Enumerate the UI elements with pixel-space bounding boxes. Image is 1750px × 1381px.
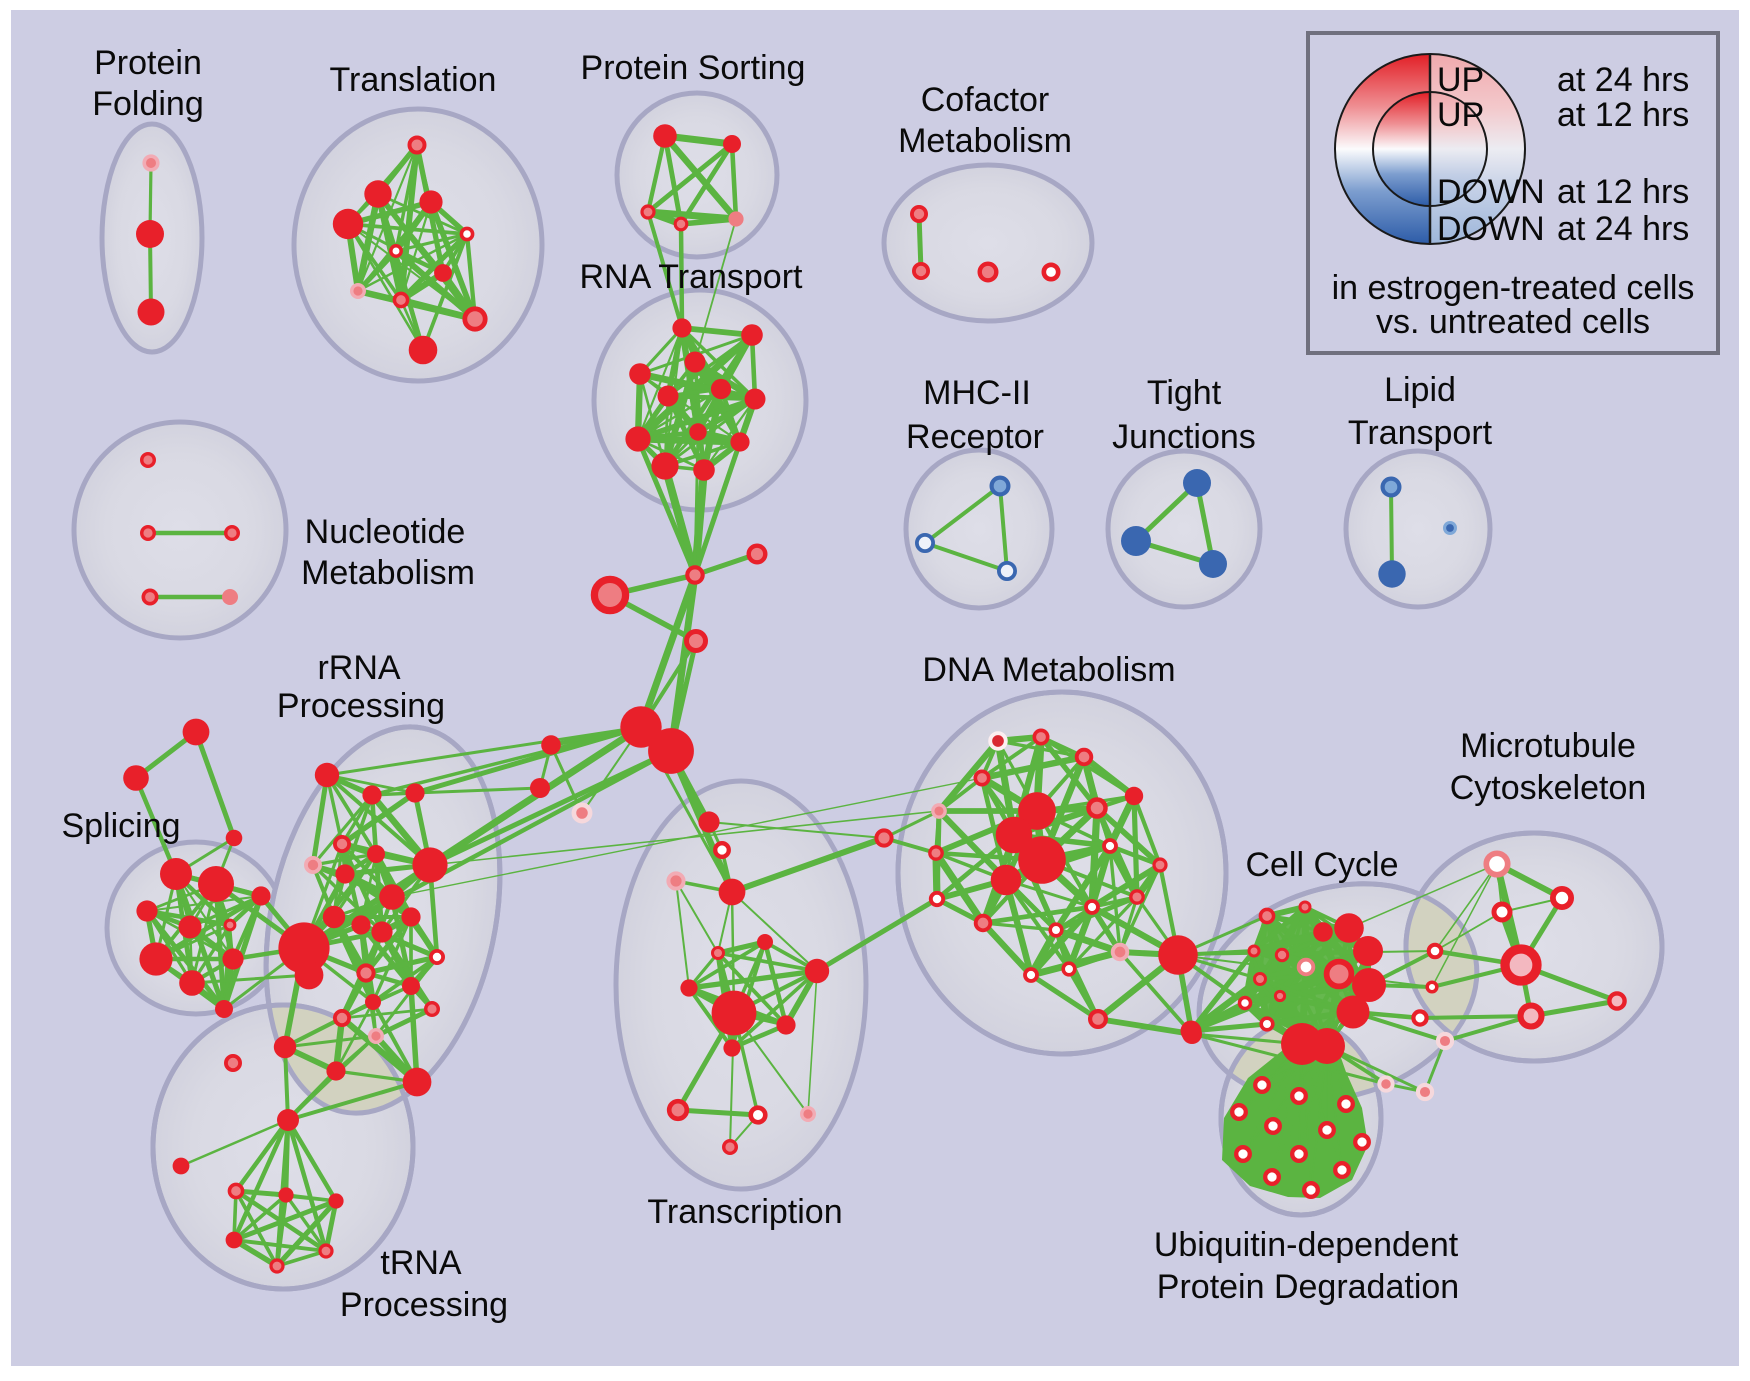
svg-text:at 24 hrs: at 24 hrs [1557,61,1689,99]
svg-text:Nucleotide: Nucleotide [305,513,466,551]
svg-text:Cytoskeleton: Cytoskeleton [1450,769,1647,807]
svg-text:Protein Sorting: Protein Sorting [581,49,806,87]
svg-text:DNA Metabolism: DNA Metabolism [922,651,1175,689]
svg-text:at 12 hrs: at 12 hrs [1557,96,1689,134]
svg-text:rRNA: rRNA [317,649,400,687]
svg-text:Lipid: Lipid [1384,371,1456,409]
svg-text:Processing: Processing [277,687,445,725]
svg-text:vs. untreated cells: vs. untreated cells [1376,303,1650,341]
svg-text:RNA Transport: RNA Transport [580,258,804,296]
svg-text:Protein: Protein [94,44,202,82]
svg-text:MHC-II: MHC-II [923,374,1031,412]
svg-text:Processing: Processing [340,1286,508,1324]
svg-text:Metabolism: Metabolism [898,122,1072,160]
svg-text:Metabolism: Metabolism [301,554,475,592]
svg-text:Splicing: Splicing [61,807,180,845]
svg-text:DOWN: DOWN [1437,173,1545,211]
svg-text:Cofactor: Cofactor [921,81,1050,119]
svg-text:DOWN: DOWN [1437,210,1545,248]
svg-text:at 24 hrs: at 24 hrs [1557,210,1689,248]
svg-text:Junctions: Junctions [1112,418,1256,456]
svg-text:UP: UP [1437,96,1484,134]
svg-text:Translation: Translation [330,61,497,99]
svg-text:Cell Cycle: Cell Cycle [1245,846,1398,884]
svg-text:Receptor: Receptor [906,418,1044,456]
svg-text:Folding: Folding [92,85,204,123]
svg-text:Transcription: Transcription [647,1193,842,1231]
svg-text:Transport: Transport [1348,414,1493,452]
svg-text:Microtubule: Microtubule [1460,727,1636,765]
svg-text:in estrogen-treated cells: in estrogen-treated cells [1332,269,1695,307]
svg-text:tRNA: tRNA [380,1244,462,1282]
svg-text:at 12 hrs: at 12 hrs [1557,173,1689,211]
svg-text:Protein Degradation: Protein Degradation [1157,1268,1459,1306]
svg-text:Tight: Tight [1147,374,1222,412]
svg-text:UP: UP [1437,61,1484,99]
svg-text:Ubiquitin-dependent: Ubiquitin-dependent [1154,1226,1459,1264]
